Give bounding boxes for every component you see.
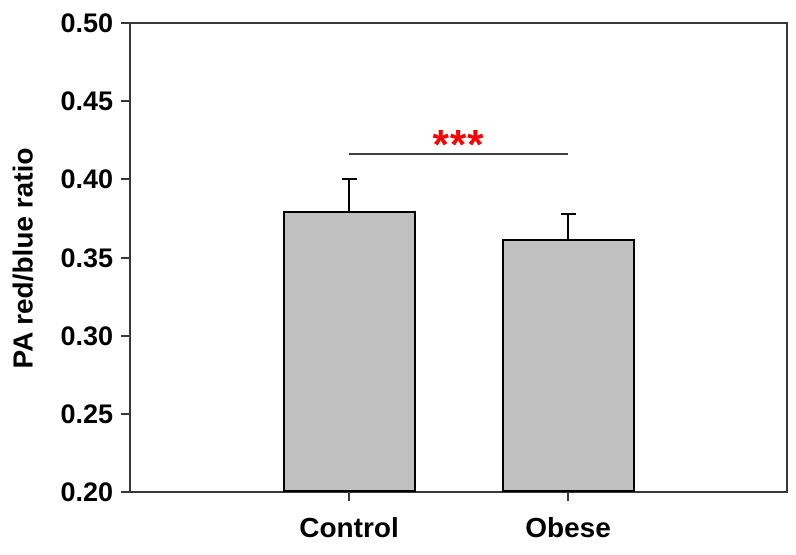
y-tick-mark	[121, 412, 129, 415]
x-tick-mark-control	[348, 493, 350, 501]
y-tick-label: 0.30	[60, 320, 113, 351]
y-tick-mark	[121, 22, 129, 24]
error-bar-cap-obese	[560, 212, 576, 215]
y-tick-label: 0.35	[60, 242, 113, 273]
y-tick-mark	[121, 334, 129, 337]
y-tick-label: 0.20	[60, 477, 113, 507]
y-tick-mark	[121, 178, 129, 181]
y-tick-mark	[121, 100, 129, 103]
error-bar-line-control	[348, 179, 350, 211]
y-tick-label: 0.50	[60, 8, 113, 38]
y-tick-label: 0.40	[60, 164, 113, 195]
y-tick-mark	[121, 256, 129, 259]
bar-obese	[501, 238, 635, 492]
y-tick-label: 0.25	[60, 398, 113, 429]
significance-line	[349, 153, 568, 156]
y-tick-label: 0.45	[60, 86, 113, 117]
x-label-obese: Obese	[525, 512, 611, 543]
bar-control	[282, 210, 416, 492]
x-tick-mark-obese	[567, 493, 569, 501]
x-label-control: Control	[299, 512, 399, 543]
plot-area-frame	[129, 22, 788, 493]
y-tick-mark	[121, 491, 129, 493]
significance-stars: ***	[432, 121, 485, 169]
error-bar-line-obese	[567, 213, 569, 239]
error-bar-cap-control	[341, 178, 357, 181]
